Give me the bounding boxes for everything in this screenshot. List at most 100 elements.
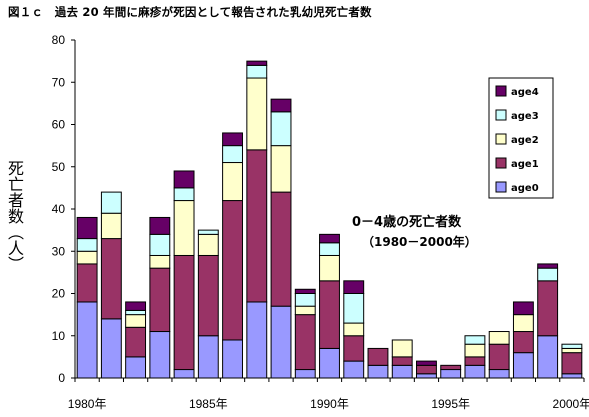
bar-segment-age1-1994 — [416, 364, 437, 375]
bar-segment-age1-1989 — [294, 314, 316, 371]
bar-segment-age0-1999 — [537, 335, 559, 379]
bar-segment-age2-1991 — [343, 322, 365, 337]
x-tick-label: 1995年 — [431, 397, 470, 411]
y-tick-label: 30 — [52, 244, 66, 258]
bar-segment-age0-1995 — [440, 369, 462, 379]
bar-segment-age0-1989 — [294, 369, 316, 379]
bar-segment-age1-1988 — [270, 191, 292, 307]
y-axis-label: 死亡者数（人） — [5, 160, 24, 272]
y-tick-label: 70 — [52, 75, 66, 89]
bar-segment-age3-1982 — [125, 309, 147, 316]
bar-segment-age2-1982 — [125, 314, 147, 328]
bar-segment-age0-1992 — [367, 364, 389, 379]
bar-segment-age4-1991 — [343, 280, 365, 295]
bar-segment-age3-1996 — [464, 335, 486, 345]
bar-segment-age3-1988 — [270, 111, 292, 147]
bar-segment-age1-1981 — [100, 238, 122, 320]
legend-swatch-age1 — [495, 157, 507, 169]
legend-swatch-age2 — [495, 133, 507, 145]
bar-segment-age4-1982 — [125, 301, 147, 311]
bar-segment-age0-1998 — [512, 352, 534, 379]
bar-segment-age0-1996 — [464, 364, 486, 379]
legend: age4 age3 age2 age1 age0 — [488, 77, 554, 199]
bar-segment-age4-1980 — [76, 216, 98, 240]
bar-segment-age1-1983 — [149, 267, 171, 333]
legend-label-age4: age4 — [511, 87, 539, 98]
bar-segment-age0-1986 — [222, 339, 243, 379]
bar-segment-age3-1981 — [100, 191, 122, 214]
x-tick-label: 1980年 — [68, 397, 107, 411]
y-tick-label: 50 — [52, 160, 66, 174]
bar-segment-age1-1984 — [173, 254, 195, 371]
bar-segment-age0-1994 — [416, 373, 437, 379]
bar-segment-age2-1984 — [173, 200, 195, 256]
bar-segment-age1-1987 — [246, 149, 268, 303]
bar-segment-age1-1980 — [76, 263, 98, 303]
bar-segment-age4-1987 — [246, 60, 268, 66]
y-tick-label: 40 — [52, 202, 66, 216]
legend-swatch-age0 — [495, 181, 507, 193]
bar-segment-age1-1993 — [391, 356, 413, 366]
bar-segment-age1-1982 — [125, 326, 147, 358]
bar-segment-age2-1980 — [76, 250, 98, 265]
annotation-title: 0－4歳の死亡者数 — [352, 215, 462, 230]
bar-segment-age2-1990 — [319, 254, 340, 282]
bar-segment-age2-1983 — [149, 254, 171, 269]
bar-segment-age3-1986 — [222, 145, 243, 164]
bar-segment-age3-1987 — [246, 64, 268, 79]
y-tick-label: 20 — [52, 287, 66, 301]
bar-segment-age1-1991 — [343, 335, 365, 362]
bar-segment-age3-2000 — [561, 343, 583, 349]
bar-segment-age1-1985 — [197, 254, 219, 337]
bar-segment-age3-1985 — [197, 229, 219, 235]
bar-segment-age4-1998 — [512, 301, 534, 316]
bar-segment-age2-1986 — [222, 162, 243, 202]
y-tick-label: 60 — [52, 118, 66, 132]
bar-segment-age3-1991 — [343, 293, 365, 324]
bar-segment-age1-1998 — [512, 331, 534, 354]
legend-label-age2: age2 — [511, 135, 539, 146]
bar-segment-age1-1995 — [440, 364, 462, 371]
bar-segment-age2-1987 — [246, 77, 268, 151]
x-tick-label: 2000年 — [553, 397, 589, 411]
bar-segment-age2-1997 — [488, 331, 510, 345]
bar-segment-age4-1994 — [416, 360, 437, 366]
y-tick-label: 10 — [52, 329, 66, 343]
bar-segment-age0-2000 — [561, 373, 583, 379]
bar-segment-age2-1981 — [100, 212, 122, 240]
x-tick-label: 1985年 — [189, 397, 228, 411]
bar-segment-age4-1983 — [149, 216, 171, 235]
bar-segment-age0-1993 — [391, 364, 413, 379]
bar-segment-age1-1990 — [319, 280, 340, 349]
bar-segment-age0-1982 — [125, 356, 147, 379]
bar-segment-age2-1993 — [391, 339, 413, 358]
bar-segment-age2-1985 — [197, 233, 219, 256]
legend-label-age1: age1 — [511, 159, 539, 170]
bar-segment-age1-1999 — [537, 280, 559, 337]
bar-segment-age1-2000 — [561, 352, 583, 375]
bar-segment-age0-1980 — [76, 301, 98, 379]
bar-segment-age2-2000 — [561, 347, 583, 354]
bar-segment-age0-1997 — [488, 369, 510, 379]
bar-series — [76, 60, 583, 379]
legend-label-age0: age0 — [511, 183, 539, 194]
y-tick-label: 80 — [52, 33, 66, 47]
bar-segment-age4-1990 — [319, 233, 340, 244]
bar-segment-age0-1987 — [246, 301, 268, 379]
chart-title: 図１ｃ 過去 20 年間に麻疹が死因として報告された乳幼児死亡者数 — [8, 5, 372, 19]
bar-segment-age4-1988 — [270, 98, 292, 113]
bar-segment-age3-1990 — [319, 242, 340, 256]
bar-segment-age0-1981 — [100, 318, 122, 379]
bar-segment-age0-1988 — [270, 305, 292, 379]
bar-segment-age2-1989 — [294, 305, 316, 316]
bar-segment-age3-1989 — [294, 293, 316, 307]
bar-segment-age4-1986 — [222, 132, 243, 147]
y-tick-label: 0 — [58, 371, 65, 385]
bar-segment-age1-1996 — [464, 356, 486, 366]
bar-segment-age0-1985 — [197, 335, 219, 379]
legend-swatch-age4 — [495, 85, 507, 97]
bar-segment-age0-1990 — [319, 347, 340, 379]
legend-label-age3: age3 — [511, 111, 539, 122]
bar-segment-age4-1989 — [294, 288, 316, 294]
